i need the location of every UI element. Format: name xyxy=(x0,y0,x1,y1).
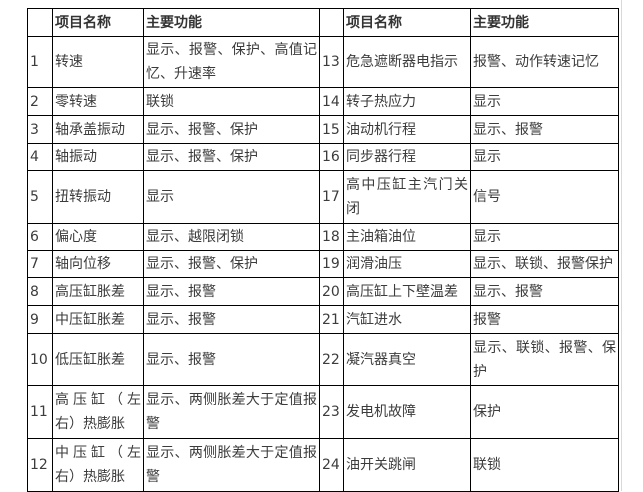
row-number: 4 xyxy=(27,143,53,171)
row-number: 12 xyxy=(27,438,53,492)
item-function: 显示、报警、保护、高值记忆、升速率 xyxy=(143,36,320,88)
item-name: 同步器行程 xyxy=(343,143,471,171)
item-name: 油动机行程 xyxy=(343,115,471,144)
header-name-right: 项目名称 xyxy=(343,8,471,37)
row-number: 18 xyxy=(319,223,344,251)
row-number: 20 xyxy=(319,277,344,306)
table-row: 1 转速 显示、报警、保护、高值记忆、升速率 13 危急遮断器电指示 报警、动作… xyxy=(27,36,619,88)
row-number: 21 xyxy=(319,305,344,334)
item-function: 显示 xyxy=(470,223,619,251)
row-number: 13 xyxy=(319,36,344,88)
item-name: 转速 xyxy=(52,36,144,88)
item-function: 显示、报警 xyxy=(470,115,619,144)
item-name: 主油箱油位 xyxy=(343,223,471,251)
item-name: 危急遮断器电指示 xyxy=(343,36,471,88)
item-function: 显示、报警 xyxy=(143,333,320,386)
table-row: 11 高压缸（左右）热膨胀 显示、两侧胀差大于定值报警 23 发电机故障 保护 xyxy=(27,385,619,439)
item-name: 高压缸胀差 xyxy=(52,277,144,306)
item-function: 报警、动作转速记忆 xyxy=(470,36,619,88)
item-function: 显示、报警 xyxy=(470,277,619,306)
table-row: 8 高压缸胀差 显示、报警 20 高压缸上下壁温差 显示、报警 xyxy=(27,277,619,306)
item-function: 显示、越限闭锁 xyxy=(143,223,320,251)
item-name: 油开关跳闸 xyxy=(343,438,471,492)
row-number: 5 xyxy=(27,170,53,224)
item-function: 保护 xyxy=(470,385,619,439)
function-table: 项目名称 主要功能 项目名称 主要功能 1 转速 显示、报警、保护、高值记忆、升… xyxy=(27,8,619,492)
header-func-left: 主要功能 xyxy=(143,8,320,37)
row-number: 16 xyxy=(319,143,344,171)
item-name: 扭转振动 xyxy=(52,170,144,224)
item-name: 轴振动 xyxy=(52,143,144,171)
row-number: 7 xyxy=(27,250,53,278)
item-function: 显示、联锁、报警、保护 xyxy=(470,333,619,386)
row-number: 17 xyxy=(319,170,344,224)
item-function: 显示 xyxy=(143,170,320,224)
item-function: 显示、报警、保护 xyxy=(143,143,320,171)
item-name: 高中压缸主汽门关闭 xyxy=(343,170,471,224)
table-row: 6 偏心度 显示、越限闭锁 18 主油箱油位 显示 xyxy=(27,223,619,251)
page-edge-divider xyxy=(621,0,622,491)
item-name: 转子热应力 xyxy=(343,87,471,116)
item-function: 联锁 xyxy=(470,438,619,492)
row-number: 15 xyxy=(319,115,344,144)
row-number: 23 xyxy=(319,385,344,439)
row-number: 22 xyxy=(319,333,344,386)
row-number: 8 xyxy=(27,277,53,306)
table-row: 2 零转速 联锁 14 转子热应力 显示 xyxy=(27,87,619,116)
item-name: 润滑油压 xyxy=(343,250,471,278)
row-number: 19 xyxy=(319,250,344,278)
item-name: 汽缸进水 xyxy=(343,305,471,334)
table-header-row: 项目名称 主要功能 项目名称 主要功能 xyxy=(27,8,619,37)
item-function: 显示 xyxy=(470,87,619,116)
item-function: 显示、两侧胀差大于定值报警 xyxy=(143,385,320,439)
item-name: 高压缸上下壁温差 xyxy=(343,277,471,306)
header-num-right xyxy=(319,8,344,37)
item-name: 零转速 xyxy=(52,87,144,116)
item-name: 低压缸胀差 xyxy=(52,333,144,386)
item-function: 联锁 xyxy=(143,87,320,116)
item-name: 轴向位移 xyxy=(52,250,144,278)
row-number: 2 xyxy=(27,87,53,116)
item-function: 信号 xyxy=(470,170,619,224)
item-function: 显示、报警、保护 xyxy=(143,250,320,278)
item-function: 显示、联锁、报警保护 xyxy=(470,250,619,278)
item-function: 报警 xyxy=(470,305,619,334)
header-name-left: 项目名称 xyxy=(52,8,144,37)
item-function: 显示、报警 xyxy=(143,305,320,334)
row-number: 24 xyxy=(319,438,344,492)
item-name: 轴承盖振动 xyxy=(52,115,144,144)
item-name: 发电机故障 xyxy=(343,385,471,439)
table-row: 7 轴向位移 显示、报警、保护 19 润滑油压 显示、联锁、报警保护 xyxy=(27,250,619,278)
table-row: 4 轴振动 显示、报警、保护 16 同步器行程 显示 xyxy=(27,143,619,171)
item-name: 高压缸（左右）热膨胀 xyxy=(52,385,144,439)
item-name: 凝汽器真空 xyxy=(343,333,471,386)
row-number: 1 xyxy=(27,36,53,88)
item-function: 显示 xyxy=(470,143,619,171)
row-number: 11 xyxy=(27,385,53,439)
item-function: 显示、报警、保护 xyxy=(143,115,320,144)
item-function: 显示、两侧胀差大于定值报警 xyxy=(143,438,320,492)
row-number: 14 xyxy=(319,87,344,116)
table-row: 10 低压缸胀差 显示、报警 22 凝汽器真空 显示、联锁、报警、保护 xyxy=(27,333,619,386)
row-number: 9 xyxy=(27,305,53,334)
row-number: 3 xyxy=(27,115,53,144)
row-number: 6 xyxy=(27,223,53,251)
table-row: 12 中压缸（左右）热膨胀 显示、两侧胀差大于定值报警 24 油开关跳闸 联锁 xyxy=(27,438,619,492)
item-name: 偏心度 xyxy=(52,223,144,251)
item-name: 中压缸（左右）热膨胀 xyxy=(52,438,144,492)
item-name: 中压缸胀差 xyxy=(52,305,144,334)
table-row: 3 轴承盖振动 显示、报警、保护 15 油动机行程 显示、报警 xyxy=(27,115,619,144)
header-func-right: 主要功能 xyxy=(470,8,619,37)
header-num-left xyxy=(27,8,53,37)
item-function: 显示、报警 xyxy=(143,277,320,306)
row-number: 10 xyxy=(27,333,53,386)
table-row: 5 扭转振动 显示 17 高中压缸主汽门关闭 信号 xyxy=(27,170,619,224)
table-row: 9 中压缸胀差 显示、报警 21 汽缸进水 报警 xyxy=(27,305,619,334)
